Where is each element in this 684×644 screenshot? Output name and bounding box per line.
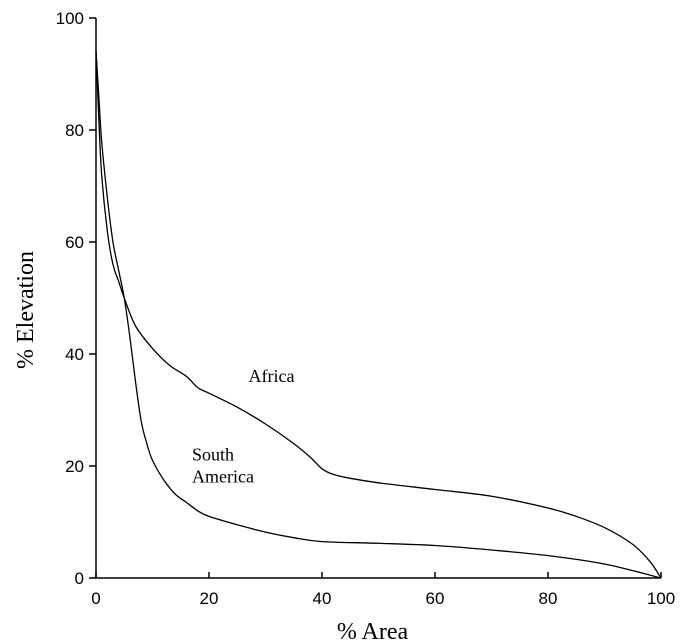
x-tick-label-0: 0	[91, 589, 100, 608]
x-tick-label-100: 100	[647, 589, 675, 608]
y-tick-label-100: 100	[56, 9, 84, 28]
annotations: Africa South America	[192, 366, 294, 486]
y-tick-label-80: 80	[65, 121, 84, 140]
y-tick-label-20: 20	[65, 457, 84, 476]
annotation-africa: Africa	[249, 366, 295, 386]
y-tick-label-40: 40	[65, 345, 84, 364]
curve-south-america	[95, 51, 662, 579]
x-tick-label-80: 80	[539, 589, 558, 608]
x-tick-label-60: 60	[426, 589, 445, 608]
y-tick-label-0: 0	[75, 569, 84, 588]
x-ticks: 0 20 40 60 80 100	[91, 572, 675, 608]
x-axis-title: % Area	[337, 619, 409, 644]
y-axis-title: % Elevation	[13, 251, 39, 369]
y-tick-label-60: 60	[65, 233, 84, 252]
curves	[95, 51, 662, 579]
y-ticks: 0 20 40 60 80 100	[56, 9, 96, 588]
curve-africa	[95, 51, 662, 579]
axes	[95, 18, 661, 579]
x-tick-label-20: 20	[200, 589, 219, 608]
x-tick-label-40: 40	[313, 589, 332, 608]
annotation-south-america: South America	[192, 444, 254, 486]
